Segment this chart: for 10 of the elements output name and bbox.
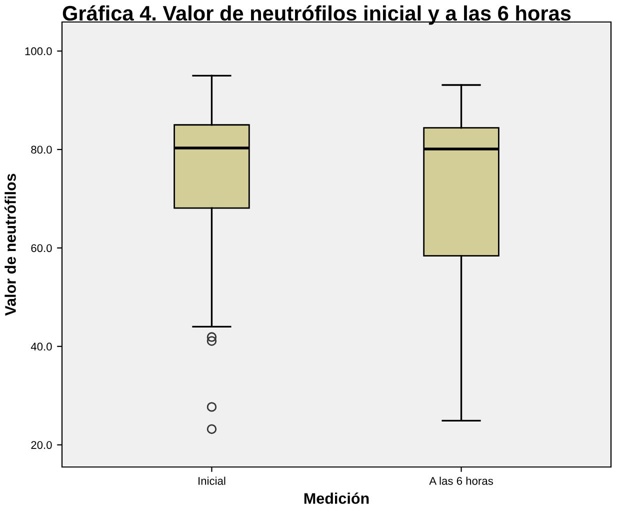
x-tick-label: Inicial	[198, 476, 226, 485]
y-tick-label: 100.0	[25, 47, 52, 56]
y-tick-label: 20.0	[31, 441, 52, 449]
x-axis-title: Medición	[304, 492, 369, 504]
x-tick-label: A las 6 horas	[429, 476, 493, 485]
y-axis-title: Valor de neutrófilos	[4, 174, 16, 316]
y-tick-label: 40.0	[30, 342, 52, 351]
y-tick-label: 80.0	[31, 146, 52, 154]
y-tick-label: 60.0	[31, 244, 52, 252]
chart-title: Gráfica 4. Valor de neutrófilos inicial y a las 6 horas	[62, 5, 571, 25]
